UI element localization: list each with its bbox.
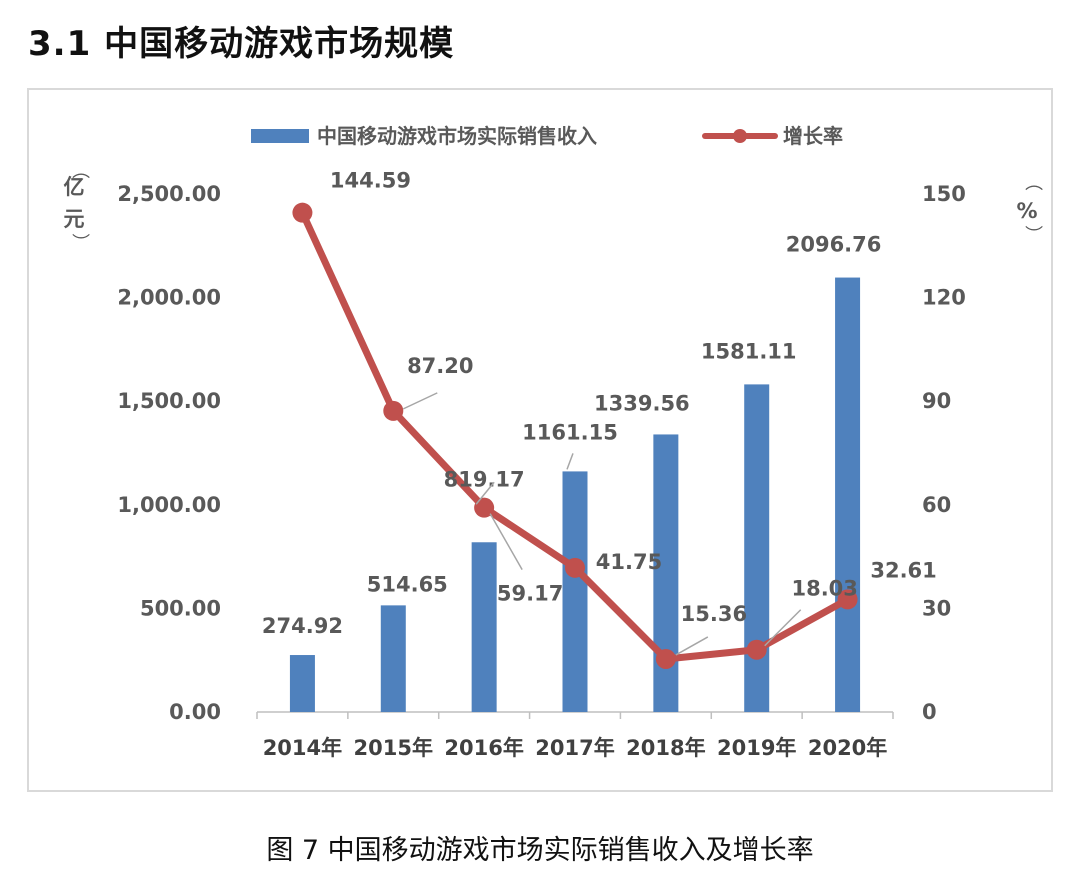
y-left-tick-label: 0.00 (169, 700, 221, 724)
leader-line (566, 453, 574, 470)
y-left-label-open: （ (69, 161, 90, 179)
y-right-label-char: % (1016, 199, 1037, 223)
revenue-data-label: 2096.76 (786, 233, 882, 257)
leader-line (764, 609, 802, 647)
x-tick-label: 2020年 (808, 736, 887, 760)
revenue-data-label: 274.92 (262, 614, 343, 638)
revenue-data-label: 819.17 (444, 467, 525, 491)
legend-line-marker (733, 129, 747, 143)
legend-line-label: 增长率 (783, 124, 843, 148)
y-right-tick-label: 90 (922, 389, 951, 413)
revenue-bar (471, 542, 497, 712)
section-title: 3.1 中国移动游戏市场规模 (28, 24, 455, 64)
revenue-data-label: 1161.15 (522, 420, 618, 444)
revenue-data-label: 1339.56 (594, 391, 690, 415)
growth-rate-point (474, 497, 495, 518)
y-right-tick-label: 0 (922, 700, 937, 724)
x-tick-label: 2015年 (354, 736, 433, 760)
y-right-tick-label: 150 (922, 182, 966, 206)
revenue-bar (562, 471, 588, 712)
x-tick-label: 2014年 (263, 736, 342, 760)
figure-caption: 图 7 中国移动游戏市场实际销售收入及增长率 (266, 835, 814, 866)
growth-data-label: 87.20 (407, 354, 473, 378)
revenue-bar (744, 384, 770, 712)
growth-data-label: 41.75 (596, 550, 662, 574)
y-right-tick-label: 120 (922, 286, 966, 310)
growth-rate-point (292, 202, 313, 223)
x-tick-label: 2018年 (626, 736, 705, 760)
legend-bar-label: 中国移动游戏市场实际销售收入 (317, 124, 597, 148)
revenue-bar (289, 655, 315, 712)
leader-line (402, 392, 438, 410)
growth-data-label: 32.61 (870, 558, 936, 582)
revenue-bar (380, 605, 406, 712)
y-left-tick-label: 500.00 (140, 596, 221, 620)
growth-rate-point (383, 400, 404, 421)
y-left-tick-label: 1,000.00 (117, 493, 221, 517)
growth-rate-point (655, 648, 676, 669)
y-left-label-char: 元 (64, 207, 85, 231)
y-left-label-close: ） (69, 233, 90, 251)
leader-line (475, 481, 495, 505)
y-left-tick-label: 1,500.00 (117, 389, 221, 413)
legend-bar-swatch (251, 129, 309, 143)
y-right-tick-label: 60 (922, 493, 951, 517)
revenue-data-label: 514.65 (367, 572, 448, 596)
leader-line (489, 513, 523, 571)
x-tick-label: 2016年 (444, 736, 523, 760)
revenue-bar (835, 277, 861, 712)
combo-chart: 中国移动游戏市场实际销售收入 增长率 0.00 500.00 1,000.00 1,500… (64, 124, 1044, 760)
y-right-tick-label: 30 (922, 596, 951, 620)
growth-data-label: 18.03 (791, 577, 857, 601)
y-left-tick-label: 2,500.00 (117, 182, 221, 206)
growth-rate-point (837, 589, 858, 610)
y-right-label-open: （ (1022, 173, 1043, 191)
growth-rate-point (565, 557, 585, 578)
growth-data-label: 15.36 (681, 602, 747, 626)
y-right-label-close: ） (1022, 225, 1043, 243)
growth-data-label: 59.17 (497, 582, 563, 606)
revenue-data-label: 1581.11 (701, 339, 797, 363)
growth-data-label: 144.59 (330, 169, 411, 193)
chart-frame: 中国移动游戏市场实际销售收入 增长率 0.00 500.00 1,000.00 1,500… (27, 88, 1053, 792)
x-tick-label: 2017年 (535, 736, 614, 760)
y-left-label-char: 亿 (64, 175, 85, 199)
leader-line (675, 636, 709, 656)
y-left-tick-label: 2,000.00 (117, 286, 221, 310)
x-tick-label: 2019年 (717, 736, 796, 760)
growth-rate-point (746, 639, 767, 660)
